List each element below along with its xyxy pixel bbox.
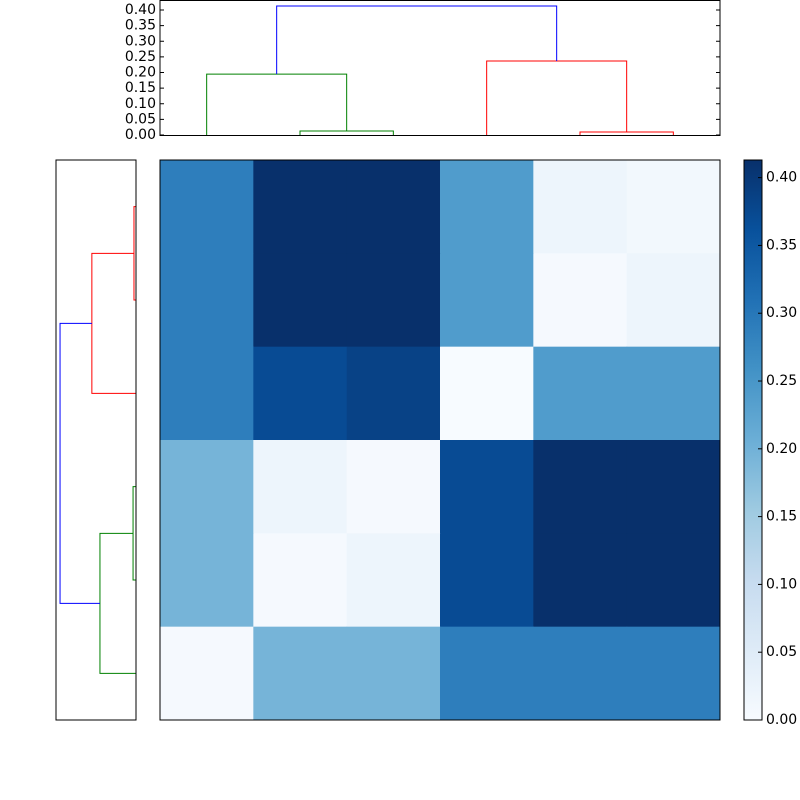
colorbar-tick-label: 0.25 bbox=[766, 373, 797, 389]
y-tick-label: 0.25 bbox=[125, 49, 156, 65]
colorbar-tick-label: 0.30 bbox=[766, 305, 797, 321]
heatmap-cell bbox=[626, 253, 721, 348]
heatmap-cell bbox=[253, 533, 348, 628]
heatmap-cell bbox=[253, 160, 348, 254]
dendrogram-link bbox=[299, 130, 394, 135]
heatmap-cell bbox=[533, 533, 628, 628]
colorbar-tick-label: 0.00 bbox=[766, 712, 797, 728]
heatmap-cell bbox=[533, 346, 628, 441]
heatmap-cell bbox=[626, 440, 721, 534]
dendrogram-link bbox=[91, 252, 136, 394]
heatmap-cell bbox=[160, 626, 254, 721]
heatmap-cell bbox=[253, 253, 348, 348]
heatmap-cell bbox=[533, 626, 628, 721]
heatmap-cell bbox=[160, 160, 254, 254]
axes-frame bbox=[159, 0, 721, 136]
colorbar bbox=[743, 159, 763, 721]
y-tick-label: 0.20 bbox=[125, 65, 156, 81]
heatmap-cell bbox=[160, 253, 254, 348]
heatmap-cell bbox=[253, 440, 348, 534]
heatmap-cell bbox=[440, 440, 534, 534]
dendrogram-link bbox=[206, 73, 348, 135]
heatmap-cell bbox=[160, 440, 254, 534]
heatmap-cell bbox=[346, 440, 441, 534]
y-tick-label: 0.00 bbox=[125, 127, 156, 143]
y-tick-label: 0.30 bbox=[125, 33, 156, 49]
heatmap-cell bbox=[533, 253, 628, 348]
y-tick-label: 0.35 bbox=[125, 18, 156, 34]
heatmap-cell bbox=[440, 253, 534, 348]
heatmap-cell bbox=[346, 533, 441, 628]
y-tick-label: 0.40 bbox=[125, 2, 156, 18]
y-tick-label: 0.15 bbox=[125, 80, 156, 96]
colorbar-tick-label: 0.05 bbox=[766, 644, 797, 660]
colorbar-tick-label: 0.35 bbox=[766, 237, 797, 253]
heatmap-cell bbox=[626, 533, 721, 628]
heatmap-cell bbox=[346, 160, 441, 254]
heatmap-cell bbox=[626, 626, 721, 721]
dendrogram-link bbox=[276, 5, 558, 75]
heatmap-cell bbox=[533, 440, 628, 534]
dendrogram-link bbox=[486, 60, 628, 135]
heatmap-cell bbox=[346, 626, 441, 721]
y-tick-label: 0.10 bbox=[125, 96, 156, 112]
heatmap-cell bbox=[440, 346, 534, 441]
colorbar-tick-label: 0.10 bbox=[766, 576, 797, 592]
heatmap-cell bbox=[346, 253, 441, 348]
colorbar-tick-label: 0.15 bbox=[766, 509, 797, 525]
y-tick-label: 0.05 bbox=[125, 111, 156, 127]
heatmap-cell bbox=[440, 533, 534, 628]
colorbar-tick-label: 0.40 bbox=[766, 170, 797, 186]
dendrogram-link bbox=[59, 322, 100, 604]
heatmap-cell bbox=[253, 346, 348, 441]
heatmap-cell bbox=[253, 626, 348, 721]
heatmap-cell bbox=[626, 346, 721, 441]
dendrogram-link bbox=[99, 532, 136, 674]
dendrogram-link bbox=[579, 131, 674, 135]
axes-frame bbox=[159, 159, 721, 721]
heatmap-cell bbox=[346, 346, 441, 441]
heatmap-cell bbox=[626, 160, 721, 254]
heatmap-cell bbox=[533, 160, 628, 254]
heatmap-cell bbox=[440, 626, 534, 721]
colorbar-tick-label: 0.20 bbox=[766, 441, 797, 457]
heatmap-cell bbox=[160, 533, 254, 628]
heatmap-cell bbox=[440, 160, 534, 254]
heatmap-cell bbox=[160, 346, 254, 441]
axes-frame bbox=[55, 159, 137, 721]
